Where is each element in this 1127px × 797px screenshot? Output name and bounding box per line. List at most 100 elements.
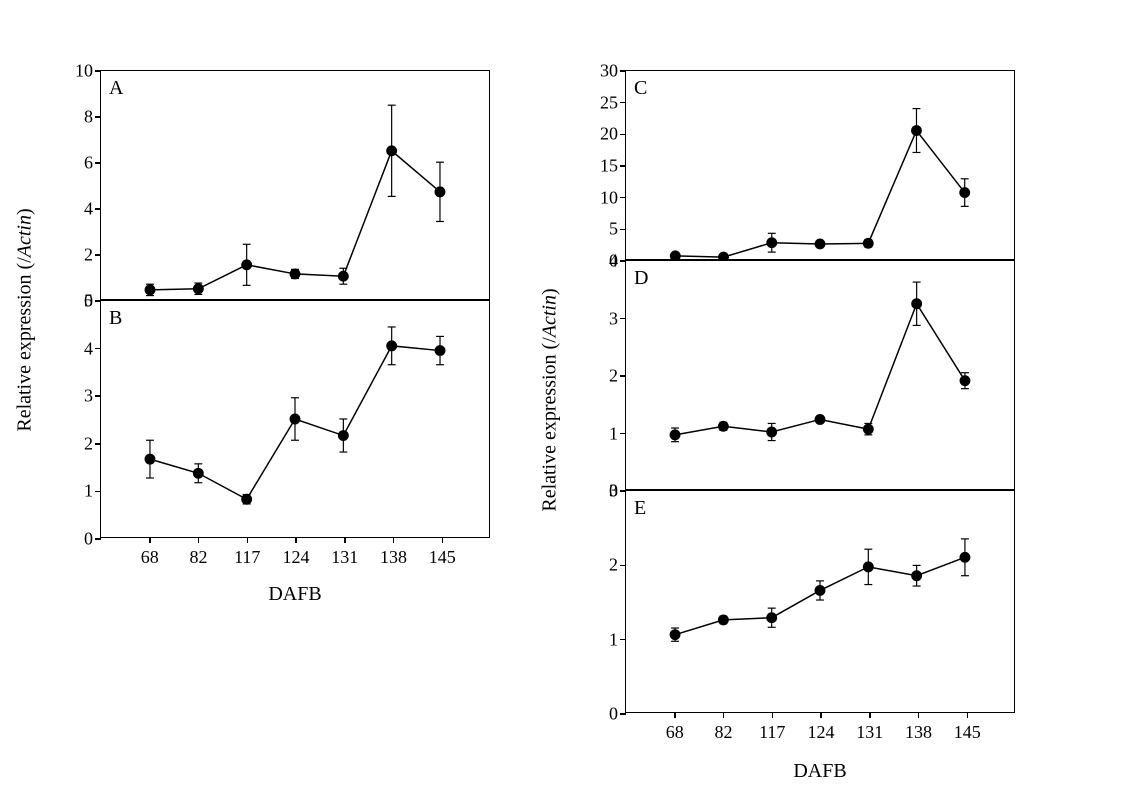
- x-tick-mark: [295, 537, 297, 543]
- x-tick-label: 124: [276, 547, 316, 568]
- data-point-group: [193, 464, 203, 483]
- data-point-group: [815, 415, 825, 425]
- y-tick-label: 15: [588, 156, 618, 177]
- data-line: [675, 131, 964, 258]
- y-label-suffix: ): [539, 288, 561, 295]
- data-point: [290, 269, 300, 279]
- data-point-group: [912, 109, 922, 153]
- data-point: [718, 421, 728, 431]
- x-tick-mark: [393, 537, 395, 543]
- x-tick-mark: [869, 712, 871, 718]
- y-tick-label: 2: [63, 245, 93, 266]
- plot-svg: [626, 491, 1014, 712]
- panel-B: B0123456882117124131138145: [100, 300, 490, 538]
- y-tick-label: 4: [588, 251, 618, 272]
- data-point-group: [338, 268, 348, 284]
- data-point-group: [435, 162, 445, 221]
- y-label-italic: Actin: [539, 295, 561, 337]
- data-point: [193, 468, 203, 478]
- y-label-prefix: Relative expression (/: [539, 337, 561, 511]
- data-point: [435, 187, 445, 197]
- data-point-group: [290, 269, 300, 279]
- y-tick-label: 0: [63, 529, 93, 550]
- data-point: [718, 615, 728, 625]
- y-tick-label: 3: [588, 308, 618, 329]
- data-point: [387, 146, 397, 156]
- y-tick-label: 5: [63, 291, 93, 312]
- y-tick-label: 30: [588, 61, 618, 82]
- data-point: [863, 238, 873, 248]
- data-point: [912, 299, 922, 309]
- y-tick-label: 3: [588, 481, 618, 502]
- data-point: [387, 341, 397, 351]
- data-point-group: [767, 233, 777, 252]
- x-tick-label: 124: [801, 722, 841, 743]
- data-point-group: [145, 284, 155, 295]
- data-point-group: [670, 628, 680, 641]
- data-point: [242, 260, 252, 270]
- x-tick-mark: [149, 537, 151, 543]
- data-point: [960, 552, 970, 562]
- y-tick-mark: [620, 713, 626, 715]
- plot-svg: [101, 301, 489, 537]
- y-tick-label: 10: [63, 61, 93, 82]
- y-label-italic: Actin: [14, 215, 36, 257]
- data-point: [767, 427, 777, 437]
- y-label-suffix: ): [14, 208, 36, 215]
- x-tick-mark: [442, 537, 444, 543]
- plot-svg: [626, 71, 1014, 259]
- data-point: [815, 415, 825, 425]
- x-tick-mark: [198, 537, 200, 543]
- x-axis-label: DAFB: [245, 583, 345, 606]
- data-point-group: [912, 282, 922, 325]
- x-tick-label: 145: [422, 547, 462, 568]
- data-point-group: [815, 239, 825, 249]
- data-point-group: [863, 423, 873, 434]
- data-point: [863, 424, 873, 434]
- data-point: [145, 285, 155, 295]
- y-tick-label: 20: [588, 124, 618, 145]
- y-tick-label: 10: [588, 187, 618, 208]
- x-tick-mark: [344, 537, 346, 543]
- x-tick-label: 131: [325, 547, 365, 568]
- x-tick-mark: [820, 712, 822, 718]
- data-point-group: [718, 615, 728, 625]
- y-tick-mark: [95, 538, 101, 540]
- data-point-group: [960, 539, 970, 576]
- data-point-group: [290, 398, 300, 440]
- x-tick-label: 117: [752, 722, 792, 743]
- y-tick-label: 2: [588, 555, 618, 576]
- x-tick-mark: [247, 537, 249, 543]
- data-point-group: [960, 179, 970, 207]
- x-tick-mark: [967, 712, 969, 718]
- y-tick-label: 2: [588, 366, 618, 387]
- data-point-group: [912, 565, 922, 586]
- y-tick-label: 4: [63, 199, 93, 220]
- panel-E: E01236882117124131138145: [625, 490, 1015, 713]
- panel-C: C051015202530: [625, 70, 1015, 260]
- x-tick-mark: [772, 712, 774, 718]
- data-point: [960, 188, 970, 198]
- data-point-group: [242, 244, 252, 285]
- data-point-group: [767, 423, 777, 440]
- data-point: [815, 239, 825, 249]
- data-point: [193, 284, 203, 294]
- y-tick-label: 1: [63, 481, 93, 502]
- data-point: [145, 454, 155, 464]
- data-point-group: [387, 327, 397, 365]
- data-point-group: [815, 581, 825, 600]
- y-label-prefix: Relative expression (/: [14, 257, 36, 431]
- data-point-group: [718, 421, 728, 431]
- data-point: [670, 430, 680, 440]
- data-point-group: [242, 494, 252, 504]
- data-point: [670, 630, 680, 640]
- y-tick-label: 6: [63, 153, 93, 174]
- x-tick-mark: [674, 712, 676, 718]
- data-point: [767, 238, 777, 248]
- data-point: [863, 562, 873, 572]
- x-tick-label: 117: [227, 547, 267, 568]
- data-point-group: [338, 419, 348, 452]
- x-tick-label: 82: [179, 547, 219, 568]
- x-tick-label: 145: [947, 722, 987, 743]
- y-tick-label: 8: [63, 107, 93, 128]
